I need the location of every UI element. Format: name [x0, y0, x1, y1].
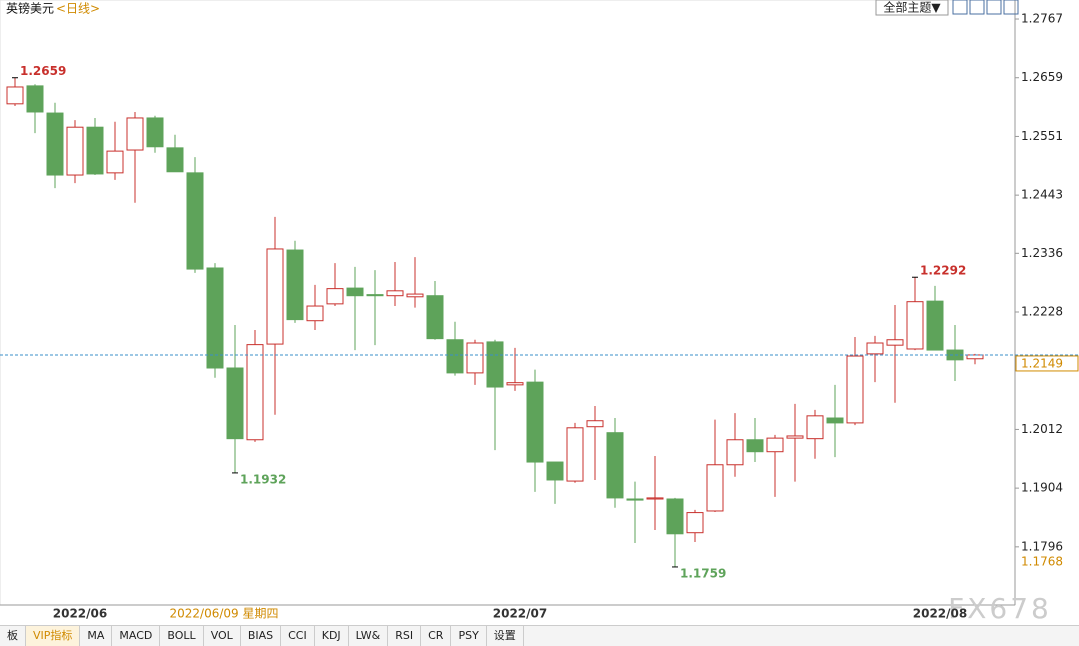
candle-body: [746, 439, 764, 453]
candle-body: [546, 461, 564, 481]
candle-body: [966, 354, 984, 360]
candle-body: [6, 86, 24, 105]
candle-body: [346, 287, 364, 297]
candle-body: [466, 342, 484, 374]
candle-body: [166, 147, 184, 173]
indicator-toolbar: 板 VIP指标 MA MACD BOLL VOL BIAS CCI KDJ LW& RSI CR PSY…: [0, 625, 1079, 646]
y-tick-label: 1.2659: [1021, 70, 1063, 84]
annotation-label: 1.2659: [20, 64, 66, 78]
candle-body: [186, 172, 204, 270]
y-tick-label: 1.1904: [1021, 481, 1063, 495]
candle-body: [446, 339, 464, 374]
candle-body: [226, 367, 244, 440]
candle-body: [126, 117, 144, 151]
y-tick-label: 1.2443: [1021, 188, 1063, 202]
candle-body: [526, 381, 544, 463]
candle-body: [386, 290, 404, 297]
indicator-tab[interactable]: CCI: [281, 626, 315, 646]
y-tick-label: 1.2767: [1021, 12, 1063, 26]
candle-body: [86, 126, 104, 175]
candle-body: [26, 85, 44, 113]
y-tick-label: 1.1796: [1021, 539, 1063, 553]
title: 英镑美元: [6, 1, 54, 16]
candle-body: [646, 497, 664, 500]
candle-body: [726, 439, 744, 466]
annotation-label: 1.1759: [680, 566, 726, 580]
candle-body: [266, 248, 284, 345]
indicator-tab[interactable]: KDJ: [315, 626, 349, 646]
indicator-tab[interactable]: 设置: [487, 626, 524, 646]
indicator-tab[interactable]: BIAS: [241, 626, 282, 646]
candle-body: [686, 512, 704, 534]
candle-body: [926, 300, 944, 351]
candle-body: [626, 498, 644, 501]
x-tick-label: 2022/07: [493, 607, 547, 621]
indicator-tab[interactable]: PSY: [451, 626, 487, 646]
y-tick-label: 1.2551: [1021, 129, 1063, 143]
candle-body: [66, 126, 84, 176]
candle-body: [766, 437, 784, 453]
icon-button[interactable]: [1003, 0, 1019, 15]
candle-body: [106, 150, 124, 174]
candle-body: [146, 117, 164, 148]
indicator-tab[interactable]: MA: [80, 626, 113, 646]
x-tick-label: 2022/08: [913, 607, 967, 621]
candle-body: [846, 355, 864, 424]
indicator-tab[interactable]: CR: [421, 626, 452, 646]
indicator-tab[interactable]: 板: [0, 626, 26, 646]
y-tick-label: 1.2336: [1021, 246, 1063, 260]
annotation-label: 1.1932: [240, 472, 286, 486]
candle-body: [886, 339, 904, 346]
candle-body: [206, 267, 224, 369]
candle-body: [586, 420, 604, 428]
candle-body: [366, 294, 384, 297]
candle-body: [806, 415, 824, 440]
y-tick-label: 1.2228: [1021, 305, 1063, 319]
icon-button[interactable]: [969, 0, 985, 15]
candle-body: [246, 344, 264, 441]
candle-body: [566, 427, 584, 482]
candle-body: [486, 341, 504, 388]
candle-body: [666, 498, 684, 535]
indicator-tab[interactable]: VOL: [204, 626, 241, 646]
candle-body: [866, 342, 884, 355]
candle-body: [406, 293, 424, 298]
indicator-tab[interactable]: LW&: [349, 626, 389, 646]
candle-body: [286, 249, 304, 321]
marker-price-label: 1.1768: [1021, 555, 1063, 569]
watermark: FX678: [948, 592, 1052, 625]
icon-button[interactable]: [986, 0, 1002, 15]
x-tick-label: 2022/06: [53, 607, 107, 621]
last-price-box: [1015, 355, 1079, 372]
period: <日线>: [56, 2, 100, 16]
theme-button[interactable]: [875, 0, 949, 16]
candle-body: [786, 435, 804, 439]
candle-body: [606, 432, 624, 499]
plot-area: [0, 0, 1016, 606]
candle-body: [326, 288, 344, 305]
indicator-tab[interactable]: RSI: [388, 626, 422, 646]
tool-icons: [952, 0, 1019, 15]
candle-body: [826, 417, 844, 424]
candle-body: [906, 301, 924, 350]
last-price-label: 1.2149: [1021, 356, 1063, 370]
candle-body: [506, 382, 524, 386]
candle-body: [306, 305, 324, 322]
indicator-tab[interactable]: MACD: [112, 626, 161, 646]
candle-body: [706, 464, 724, 512]
y-tick-label: 1.2012: [1021, 422, 1063, 436]
chart: 英镑美元 <日线> 全部主题▼ FX678 1.2767 1.2659 1.2551…: [0, 0, 1079, 625]
annotation-label: 1.2292: [920, 264, 966, 278]
crosshair-date: 2022/06/09 星期四: [170, 607, 279, 621]
indicator-tab[interactable]: BOLL: [160, 626, 204, 646]
theme-label[interactable]: 全部主题▼: [883, 0, 941, 15]
indicator-tab[interactable]: VIP指标: [26, 626, 81, 646]
icon-button[interactable]: [952, 0, 968, 15]
candle-body: [426, 295, 444, 340]
candle-body: [46, 112, 64, 176]
